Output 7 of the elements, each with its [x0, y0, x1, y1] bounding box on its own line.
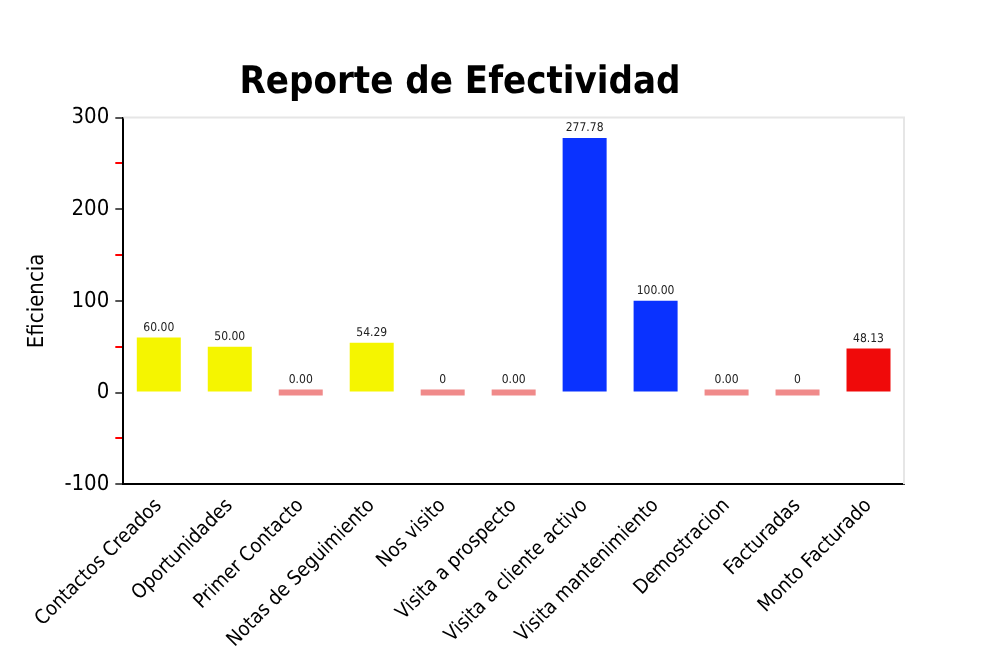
- y-tick-label: 0: [96, 378, 110, 405]
- y-tick-label: 200: [71, 194, 110, 221]
- chart-title: Reporte de Efectividad: [239, 58, 681, 103]
- y-tick-label: 300: [71, 103, 110, 130]
- y-tick-label: 100: [71, 286, 110, 313]
- y-axis-title: Eficiencia: [22, 253, 49, 349]
- y-tick-label: -100: [64, 469, 110, 496]
